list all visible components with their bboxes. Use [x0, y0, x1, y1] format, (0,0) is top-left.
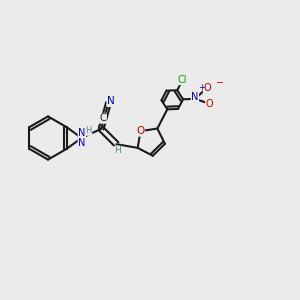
Text: O: O — [136, 126, 145, 136]
Text: H: H — [85, 126, 92, 135]
Text: −: − — [216, 78, 224, 88]
Text: C: C — [100, 113, 106, 123]
Text: N: N — [78, 128, 85, 138]
Text: O: O — [206, 99, 213, 109]
Text: N: N — [107, 96, 115, 106]
Text: Cl: Cl — [178, 75, 188, 85]
Text: O: O — [203, 83, 211, 93]
Text: H: H — [115, 146, 121, 155]
Text: N: N — [191, 92, 199, 102]
Text: N: N — [78, 138, 85, 148]
Text: +: + — [199, 83, 206, 92]
